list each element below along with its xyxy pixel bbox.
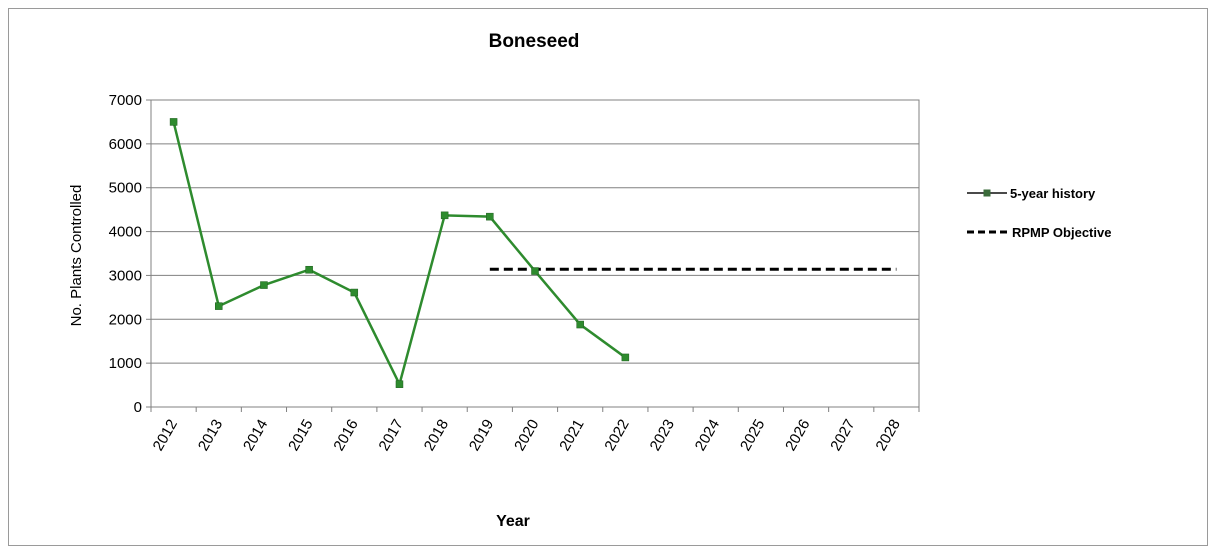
x-tick-label: 2012 [150,417,181,454]
y-axis: 0 1000 2000 3000 4000 5000 6000 7000 [109,92,151,416]
history-line [172,121,627,388]
plot-area-border [150,99,920,408]
x-axis: 2012 2013 2014 2015 2016 2017 2018 2019 2020 2021… [150,407,920,454]
x-tick-label: 2016 [330,417,361,454]
y-tick-label: 7000 [109,92,142,109]
y-tick-label: 5000 [109,180,142,197]
chart-frame: 0 1000 2000 3000 4000 5000 6000 7000 2012 2013 20… [8,8,1208,546]
x-tick-label: 2020 [511,417,542,454]
y-axis-label: No. Plants Controlled [68,185,85,327]
history-point [576,320,584,329]
history-point [395,380,404,388]
x-tick-label: 2025 [737,417,768,454]
x-tick-label: 2027 [827,417,858,454]
y-tick-label: 6000 [109,136,142,153]
legend-item-history: 5-year history [967,186,1096,201]
x-tick-label: 2018 [421,417,452,454]
history-point [531,267,539,275]
chart-title: Boneseed [489,31,580,52]
y-tick-label: 2000 [109,311,142,328]
x-tick-label: 2015 [285,417,316,454]
x-tick-label: 2024 [692,417,723,454]
x-tick-label: 2028 [872,417,903,454]
legend-history-label: 5-year history [1010,186,1096,201]
y-tick-label: 4000 [109,224,142,241]
legend-history-marker [983,189,991,197]
y-tick-label: 1000 [109,355,142,372]
legend: 5-year history RPMP Objective [967,186,1111,240]
x-tick-label: 2019 [466,416,497,453]
series-5-year-history [169,118,630,388]
legend-objective-label: RPMP Objective [1012,225,1111,240]
history-point [486,212,494,221]
x-tick-label: 2017 [376,417,407,454]
x-tick-label: 2022 [601,417,632,454]
x-tick-label: 2014 [240,417,271,454]
history-point [440,211,449,220]
history-point [350,288,359,297]
x-axis-label: Year [496,513,530,530]
x-tick-label: 2026 [782,417,813,454]
x-tick-label: 2023 [647,417,678,454]
legend-item-objective: RPMP Objective [967,225,1111,240]
gridlines [151,99,919,408]
history-point [621,353,630,362]
y-tick-label: 0 [134,399,142,416]
history-point [215,302,223,310]
history-point [305,265,313,274]
history-point [169,118,178,126]
y-tick-label: 3000 [109,267,142,284]
x-tick-label: 2021 [556,417,587,454]
history-point [260,281,268,289]
x-tick-label: 2013 [195,417,226,454]
